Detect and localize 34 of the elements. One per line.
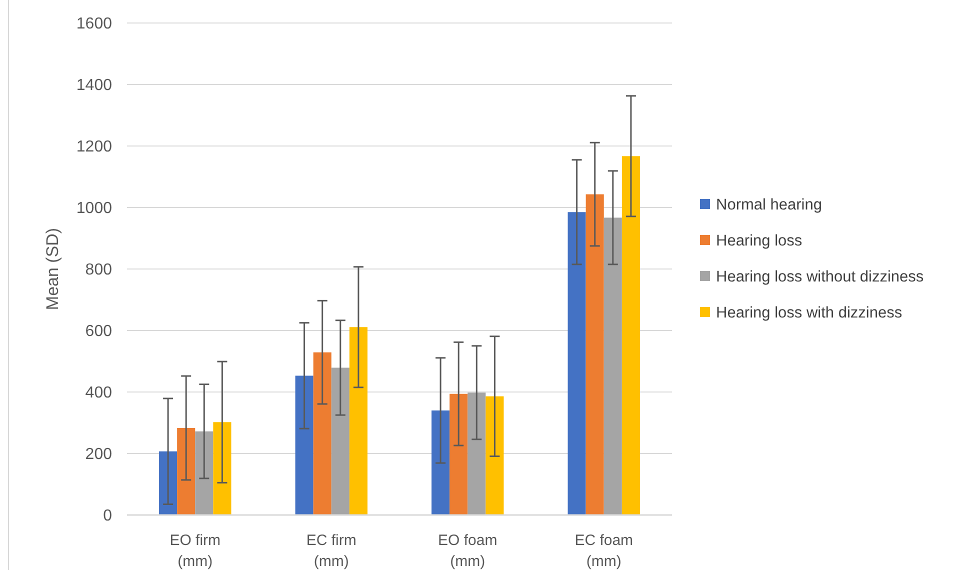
y-tick-label: 200 <box>85 446 112 464</box>
bar <box>177 428 196 515</box>
bar <box>486 396 504 515</box>
bar <box>349 327 368 515</box>
bar <box>586 194 604 515</box>
bar <box>331 368 350 515</box>
y-tick-label: 1600 <box>76 16 112 33</box>
bar <box>450 394 468 515</box>
bar <box>295 376 314 515</box>
legend-label: Hearing loss with dizziness <box>716 304 902 322</box>
legend-label: Hearing loss without dizziness <box>716 268 924 286</box>
y-axis-title: Mean (SD) <box>43 228 62 310</box>
x-tick-label: EC foam (mm) <box>574 532 634 570</box>
bar <box>313 352 332 515</box>
y-tick-label: 400 <box>85 384 112 402</box>
x-tick-label: EC firm (mm) <box>306 532 356 570</box>
y-tick-label: 1400 <box>76 77 112 94</box>
bar <box>432 410 450 515</box>
legend-label: Hearing loss <box>716 232 802 250</box>
legend-label: Normal hearing <box>716 196 822 214</box>
bar <box>568 212 586 515</box>
bar <box>468 392 486 515</box>
y-tick-label: 0 <box>103 508 112 525</box>
y-tick-label: 1200 <box>76 138 112 156</box>
y-tick-label: 1000 <box>76 200 112 218</box>
y-tick-label: 800 <box>85 262 112 279</box>
bar <box>622 156 640 515</box>
x-tick-label: EO firm (mm) <box>170 532 221 570</box>
bar <box>213 422 232 515</box>
bar <box>195 431 214 515</box>
y-tick-label: 600 <box>85 323 112 340</box>
x-tick-label: EO foam (mm) <box>438 532 498 570</box>
bar <box>159 451 178 515</box>
bar <box>604 218 622 515</box>
